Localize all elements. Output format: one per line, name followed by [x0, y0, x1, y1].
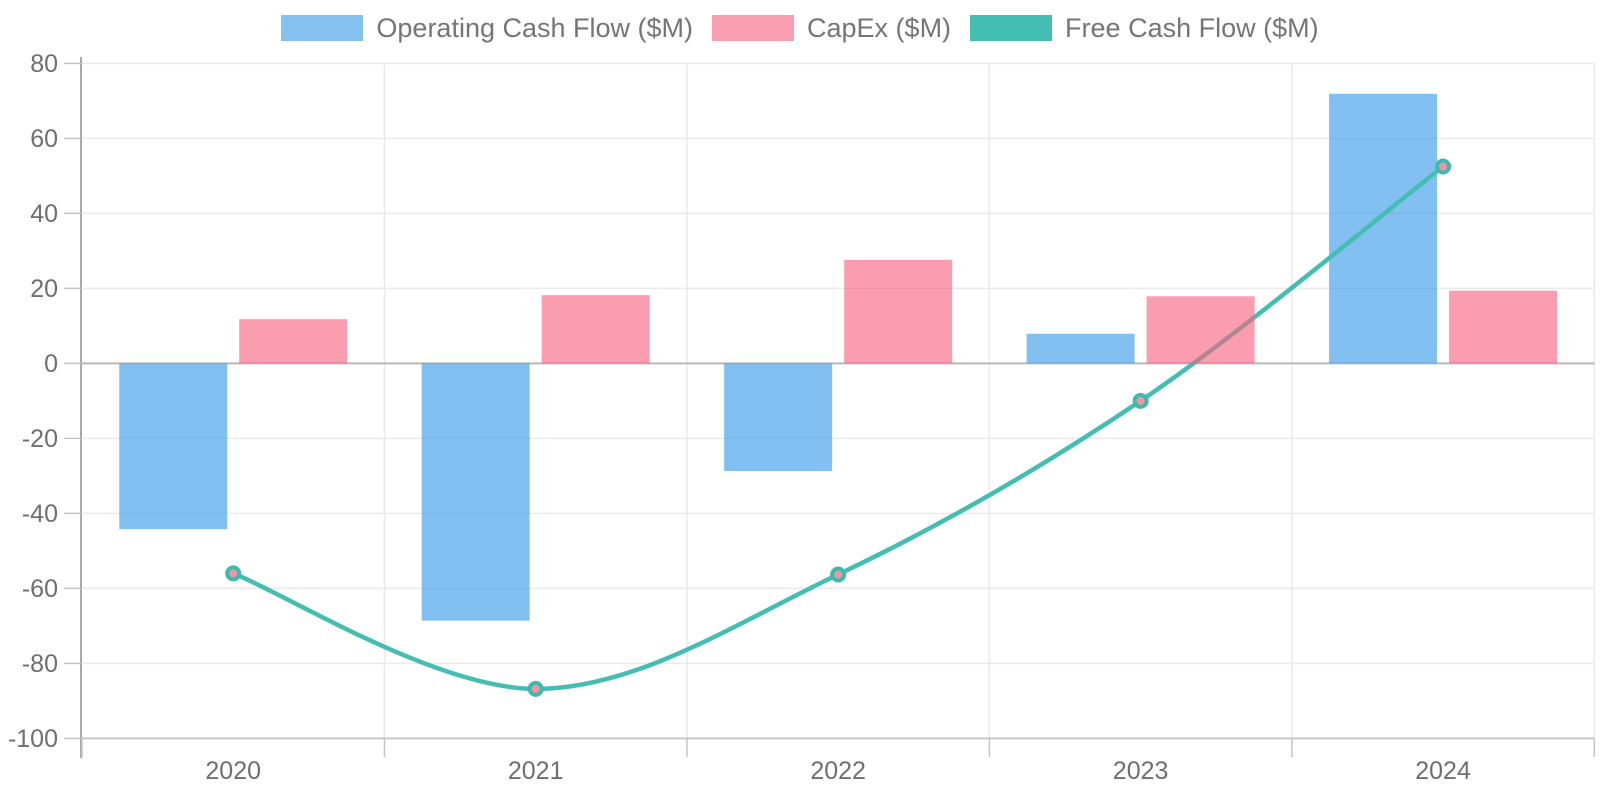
bar-capex-2023[interactable]	[1146, 296, 1255, 364]
bar-operating-cash-flow-2022[interactable]	[724, 363, 833, 472]
legend-swatch-capex	[712, 15, 795, 41]
bar-operating-cash-flow-2020[interactable]	[119, 363, 228, 530]
y-axis-label-80: 80	[30, 50, 58, 78]
legend-item-free-cash-flow[interactable]: Free Cash Flow ($M)	[970, 14, 1319, 42]
legend-label-capex: CapEx ($M)	[807, 13, 952, 43]
bar-capex-2022[interactable]	[844, 259, 953, 364]
y-axis-label-40: 40	[30, 200, 58, 228]
y-axis-label-60: 60	[30, 125, 58, 153]
legend-item-capex[interactable]: CapEx ($M)	[712, 14, 951, 42]
legend-label-operating-cash-flow: Operating Cash Flow ($M)	[376, 13, 694, 43]
legend-swatch-free-cash-flow	[970, 15, 1053, 41]
y-axis-label--20: -20	[22, 425, 58, 453]
bar-operating-cash-flow-2021[interactable]	[421, 363, 530, 621]
x-axis-label-2024: 2024	[1415, 757, 1471, 785]
fcf-point-2020[interactable]	[225, 565, 242, 582]
x-axis-label-2020: 2020	[205, 757, 261, 785]
x-axis-label-2023: 2023	[1113, 757, 1169, 785]
legend-swatch-operating-cash-flow	[281, 15, 364, 41]
bar-capex-2024[interactable]	[1449, 290, 1558, 364]
y-axis-label-0: 0	[44, 350, 58, 378]
legend: Operating Cash Flow ($M) CapEx ($M) Free…	[0, 14, 1600, 42]
bar-capex-2020[interactable]	[239, 319, 348, 364]
y-axis-label--60: -60	[22, 575, 58, 603]
fcf-point-2024[interactable]	[1435, 158, 1452, 175]
fcf-point-2023[interactable]	[1132, 392, 1149, 409]
free-cash-flow-line[interactable]	[230, 164, 1446, 692]
y-axis-label-20: 20	[30, 275, 58, 303]
legend-label-free-cash-flow: Free Cash Flow ($M)	[1065, 13, 1319, 43]
bar-capex-2021[interactable]	[541, 295, 650, 364]
bar-operating-cash-flow-2024[interactable]	[1329, 93, 1438, 364]
fcf-point-2021[interactable]	[527, 680, 544, 697]
bar-operating-cash-flow-2023[interactable]	[1026, 333, 1135, 364]
x-axis-label-2021: 2021	[508, 757, 564, 785]
y-axis-label--100: -100	[8, 725, 58, 753]
y-axis-label--80: -80	[22, 650, 58, 678]
legend-item-operating-cash-flow[interactable]: Operating Cash Flow ($M)	[281, 14, 693, 42]
x-axis-label-2022: 2022	[810, 757, 866, 785]
fcf-point-2022[interactable]	[830, 566, 847, 583]
y-axis-label--40: -40	[22, 500, 58, 528]
